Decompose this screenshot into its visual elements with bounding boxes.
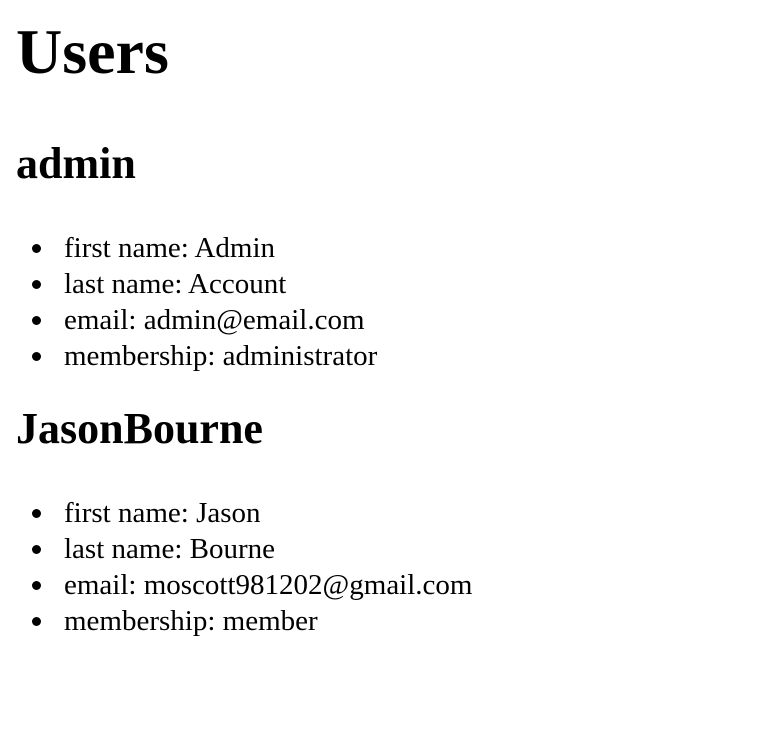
page-title: Users xyxy=(16,16,169,87)
user-details-list: first name: Admin last name: Account ema… xyxy=(16,230,772,374)
user-details-list: first name: Jason last name: Bourne emai… xyxy=(16,495,772,639)
user-card-jasonbourne: JasonBourne first name: Jason last name:… xyxy=(16,407,772,639)
user-membership: membership: member xyxy=(32,603,772,639)
user-name: admin xyxy=(16,139,136,188)
user-email: email: moscott981202@gmail.com xyxy=(32,567,772,603)
user-email: email: admin@email.com xyxy=(32,302,772,338)
user-last-name: last name: Bourne xyxy=(32,531,772,567)
user-name: JasonBourne xyxy=(16,404,263,453)
user-card-admin: admin first name: Admin last name: Accou… xyxy=(16,142,772,374)
user-last-name: last name: Account xyxy=(32,266,772,302)
users-page: Users admin first name: Admin last name:… xyxy=(0,20,772,639)
user-membership: membership: administrator xyxy=(32,338,772,374)
user-first-name: first name: Jason xyxy=(32,495,772,531)
user-first-name: first name: Admin xyxy=(32,230,772,266)
